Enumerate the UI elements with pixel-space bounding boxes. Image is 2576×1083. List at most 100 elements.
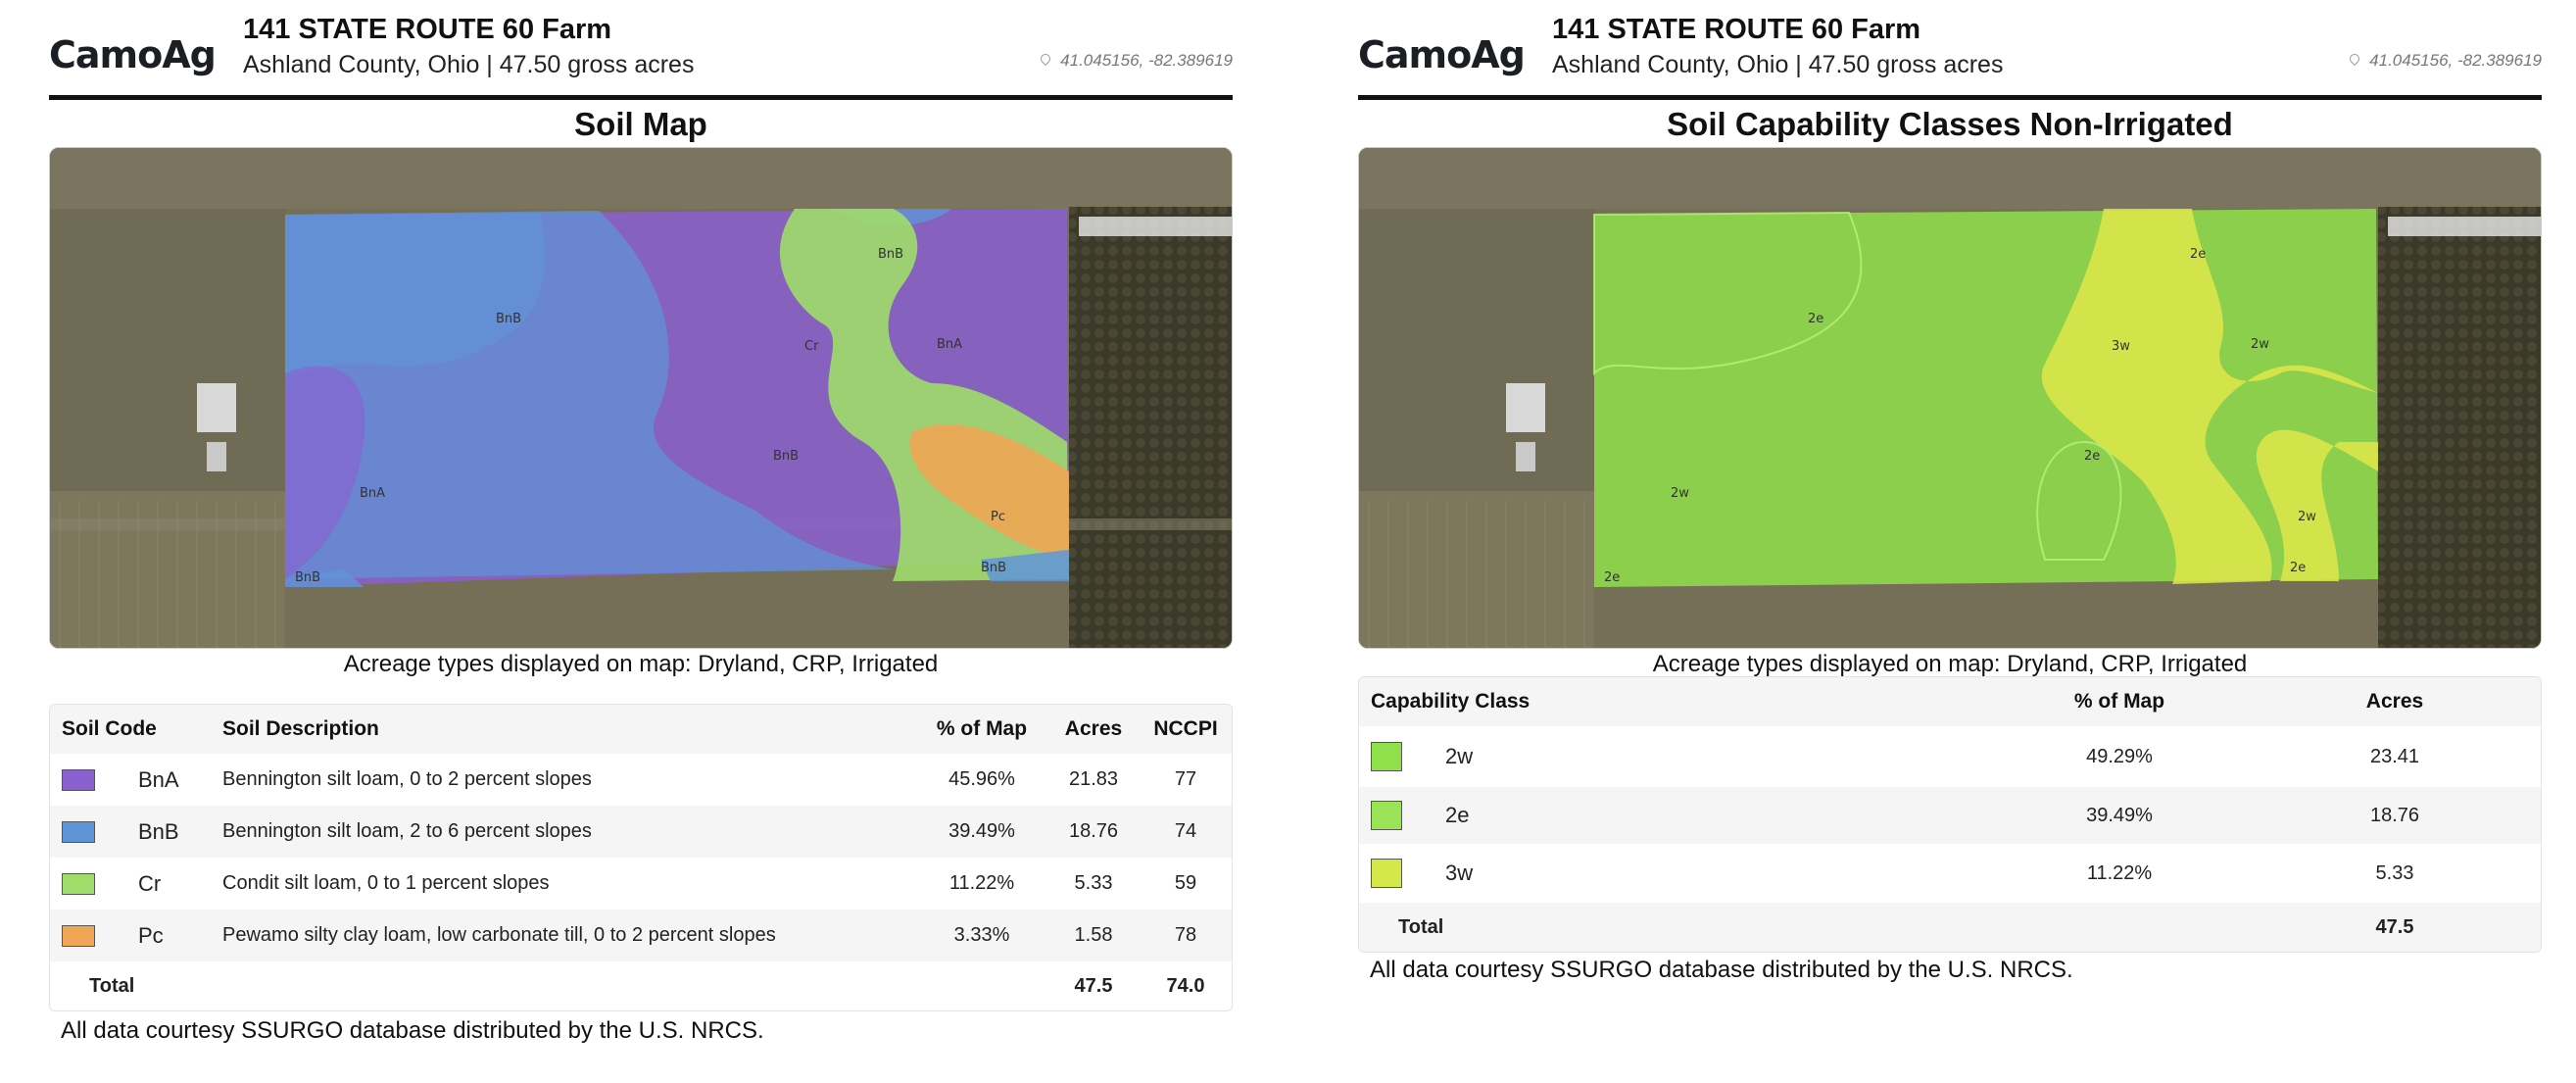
soil-code: BnA bbox=[138, 766, 179, 792]
col-acres: Acres bbox=[1047, 705, 1140, 754]
col-soil-description: Soil Description bbox=[211, 705, 916, 754]
soil-map-canvas: BnB BnB Cr BnA BnB BnA Pc BnB BnB bbox=[50, 148, 1232, 648]
empty-cell bbox=[1990, 903, 2249, 952]
soil-map[interactable]: BnB BnB Cr BnA BnB BnA Pc BnB BnB bbox=[49, 147, 1233, 649]
map-label: 2w bbox=[2298, 510, 2316, 524]
pct-of-map: 45.96% bbox=[948, 768, 1015, 790]
acres: 1.58 bbox=[1047, 910, 1140, 961]
table-row: 2w 49.29% 23.41 bbox=[1359, 726, 2541, 787]
logo-text: CamoAg bbox=[1358, 33, 1526, 76]
map-label: BnA bbox=[937, 337, 962, 352]
logo-text: CamoAg bbox=[49, 33, 217, 76]
soil-swatch bbox=[62, 768, 95, 791]
total-row: Total 47.5 bbox=[1359, 903, 2541, 952]
total-acres: 47.5 bbox=[2249, 903, 2541, 952]
pct-of-map: 39.49% bbox=[916, 806, 1047, 858]
col-capability-class: Capability Class bbox=[1359, 677, 1990, 726]
class-swatch bbox=[1371, 742, 1402, 771]
total-label: Total bbox=[89, 974, 135, 997]
class-cell: 2e bbox=[1359, 787, 1990, 844]
nccpi: 78 bbox=[1140, 910, 1232, 961]
table-header-row: Soil Code Soil Description % of Map Acre… bbox=[50, 705, 1232, 754]
map-label: Pc bbox=[991, 510, 1005, 524]
capability-map[interactable]: 2e 2e 3w 2w 2e 2w 2w 2e 2e bbox=[1358, 147, 2542, 649]
total-acres: 47.5 bbox=[1074, 974, 1113, 997]
soil-description: Pewamo silty clay loam, low carbonate ti… bbox=[211, 910, 916, 961]
col-nccpi: NCCPI bbox=[1140, 705, 1232, 754]
soil-map-panel: CamoAg 141 STATE ROUTE 60 Farm Ashland C… bbox=[49, 0, 1233, 1083]
soil-swatch bbox=[62, 872, 95, 895]
data-footnote: All data courtesy SSURGO database distri… bbox=[61, 1017, 764, 1044]
capability-class: 2e bbox=[1445, 803, 1470, 827]
coordinates-text: 41.045156, -82.389619 bbox=[1060, 51, 1233, 70]
soil-swatch bbox=[62, 820, 95, 843]
acres: 5.33 bbox=[2375, 861, 2414, 884]
soil-swatch bbox=[62, 924, 95, 947]
table-row: 3w 11.22% 5.33 bbox=[1359, 844, 2541, 903]
coordinates: 41.045156, -82.389619 bbox=[2348, 51, 2542, 71]
nccpi: 59 bbox=[1174, 872, 1197, 894]
farm-title: 141 STATE ROUTE 60 Farm bbox=[1552, 14, 1921, 45]
soil-description: Bennington silt loam, 0 to 2 percent slo… bbox=[222, 768, 592, 790]
table-row: Cr Condit silt loam, 0 to 1 percent slop… bbox=[50, 858, 1232, 910]
table-header-row: Capability Class % of Map Acres bbox=[1359, 677, 2541, 726]
capability-map-panel: CamoAg 141 STATE ROUTE 60 Farm Ashland C… bbox=[1358, 0, 2542, 1083]
class-swatch bbox=[1371, 801, 1402, 830]
total-nccpi: 74.0 bbox=[1166, 974, 1205, 997]
soil-code-cell: BnB bbox=[50, 806, 211, 858]
map-label: Cr bbox=[804, 339, 819, 354]
map-label: BnB bbox=[295, 570, 320, 585]
map-label: BnB bbox=[981, 561, 1006, 575]
farm-subtitle: Ashland County, Ohio | 47.50 gross acres bbox=[1552, 51, 2004, 78]
map-label: 2e bbox=[2290, 561, 2306, 575]
location-pin-icon bbox=[2348, 51, 2362, 67]
soil-code: Cr bbox=[138, 870, 162, 896]
camoag-logo: CamoAg bbox=[49, 33, 217, 76]
col-soil-code: Soil Code bbox=[50, 705, 211, 754]
map-label: 2w bbox=[2251, 337, 2269, 352]
acres: 18.76 bbox=[2249, 787, 2541, 844]
map-label: 2w bbox=[1671, 486, 1689, 501]
acreage-note: Acreage types displayed on map: Dryland,… bbox=[1652, 651, 2248, 677]
total-row: Total 47.5 74.0 bbox=[50, 961, 1232, 1010]
pct-of-map: 39.49% bbox=[1990, 787, 2249, 844]
acres: 21.83 bbox=[1068, 768, 1119, 790]
report-header: CamoAg 141 STATE ROUTE 60 Farm Ashland C… bbox=[49, 0, 1233, 100]
nccpi: 77 bbox=[1174, 768, 1197, 790]
pct-of-map: 11.22% bbox=[948, 872, 1015, 894]
empty-cell bbox=[211, 961, 916, 1010]
col-pct-map: % of Map bbox=[916, 705, 1047, 754]
location-pin-icon bbox=[1039, 51, 1053, 67]
map-label: BnB bbox=[496, 312, 521, 326]
map-label: BnB bbox=[773, 449, 799, 464]
col-acres: Acres bbox=[2249, 677, 2541, 726]
map-label: 2e bbox=[2190, 247, 2206, 262]
soil-description: Condit silt loam, 0 to 1 percent slopes bbox=[222, 872, 550, 894]
capability-class: 3w bbox=[1445, 861, 1474, 885]
capability-class: 2w bbox=[1445, 744, 1474, 768]
farm-title: 141 STATE ROUTE 60 Farm bbox=[243, 14, 612, 45]
pct-of-map: 3.33% bbox=[916, 910, 1047, 961]
data-footnote: All data courtesy SSURGO database distri… bbox=[1370, 957, 2073, 983]
map-label: 2e bbox=[1604, 570, 1620, 585]
report-header: CamoAg 141 STATE ROUTE 60 Farm Ashland C… bbox=[1358, 0, 2542, 100]
total-label: Total bbox=[1359, 903, 1990, 952]
map-label: BnB bbox=[878, 247, 903, 262]
map-title: Soil Map bbox=[574, 106, 707, 142]
nccpi: 74 bbox=[1140, 806, 1232, 858]
map-title: Soil Capability Classes Non-Irrigated bbox=[1667, 106, 2233, 142]
soil-code: BnB bbox=[138, 818, 179, 844]
soil-code-cell: Cr bbox=[50, 858, 211, 910]
coordinates: 41.045156, -82.389619 bbox=[1039, 51, 1233, 71]
map-label: 3w bbox=[2112, 339, 2130, 354]
table-row: BnB Bennington silt loam, 2 to 6 percent… bbox=[50, 806, 1232, 858]
empty-cell bbox=[916, 961, 1047, 1010]
capability-table: Capability Class % of Map Acres 2w 49.29… bbox=[1358, 676, 2542, 953]
soil-code: Pc bbox=[138, 922, 164, 948]
acres: 5.33 bbox=[1074, 872, 1113, 894]
class-swatch bbox=[1371, 859, 1402, 888]
col-pct-map: % of Map bbox=[1990, 677, 2249, 726]
table-row: Pc Pewamo silty clay loam, low carbonate… bbox=[50, 910, 1232, 961]
map-label: BnA bbox=[360, 486, 385, 501]
acreage-note: Acreage types displayed on map: Dryland,… bbox=[343, 651, 939, 677]
